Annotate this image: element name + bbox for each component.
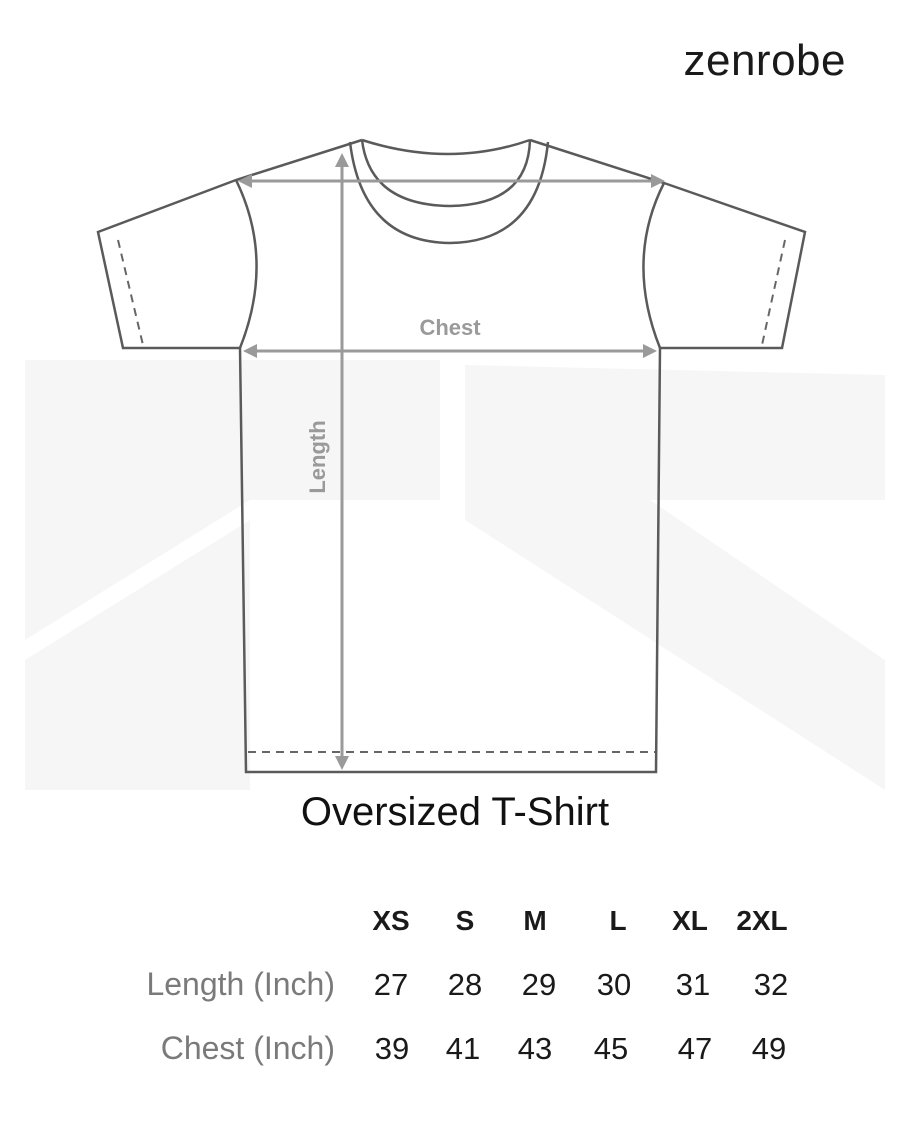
size-header: XS	[372, 905, 410, 936]
product-title: Oversized T-Shirt	[300, 790, 610, 834]
length-value: 28	[447, 967, 483, 1002]
chest-label: Chest	[419, 315, 481, 340]
background-watermark	[25, 360, 885, 790]
brand-logo: zenrobe	[683, 36, 846, 85]
length-value: 29	[521, 967, 557, 1002]
size-header: S	[455, 905, 475, 936]
size-header: L	[609, 905, 627, 936]
chest-value: 39	[374, 1031, 410, 1066]
chest-value: 49	[751, 1031, 787, 1066]
length-value: 31	[675, 967, 711, 1002]
chest-value: 43	[517, 1031, 553, 1066]
row-label-chest: Chest (Inch)	[160, 1030, 335, 1066]
length-value: 30	[596, 967, 632, 1002]
row-label-length: Length (Inch)	[146, 966, 335, 1002]
stitch-lines	[117, 239, 786, 753]
chest-value: 41	[445, 1031, 481, 1066]
length-value: 32	[753, 967, 789, 1002]
measure-arrows	[238, 153, 665, 770]
length-value: 27	[373, 967, 409, 1002]
chest-value: 47	[677, 1031, 713, 1066]
tshirt-outline	[96, 138, 807, 774]
size-header: M	[523, 905, 547, 936]
chest-value: 45	[593, 1031, 629, 1066]
size-header: 2XL	[736, 905, 788, 936]
size-header: XL	[672, 905, 708, 936]
length-label: Length	[305, 420, 330, 493]
